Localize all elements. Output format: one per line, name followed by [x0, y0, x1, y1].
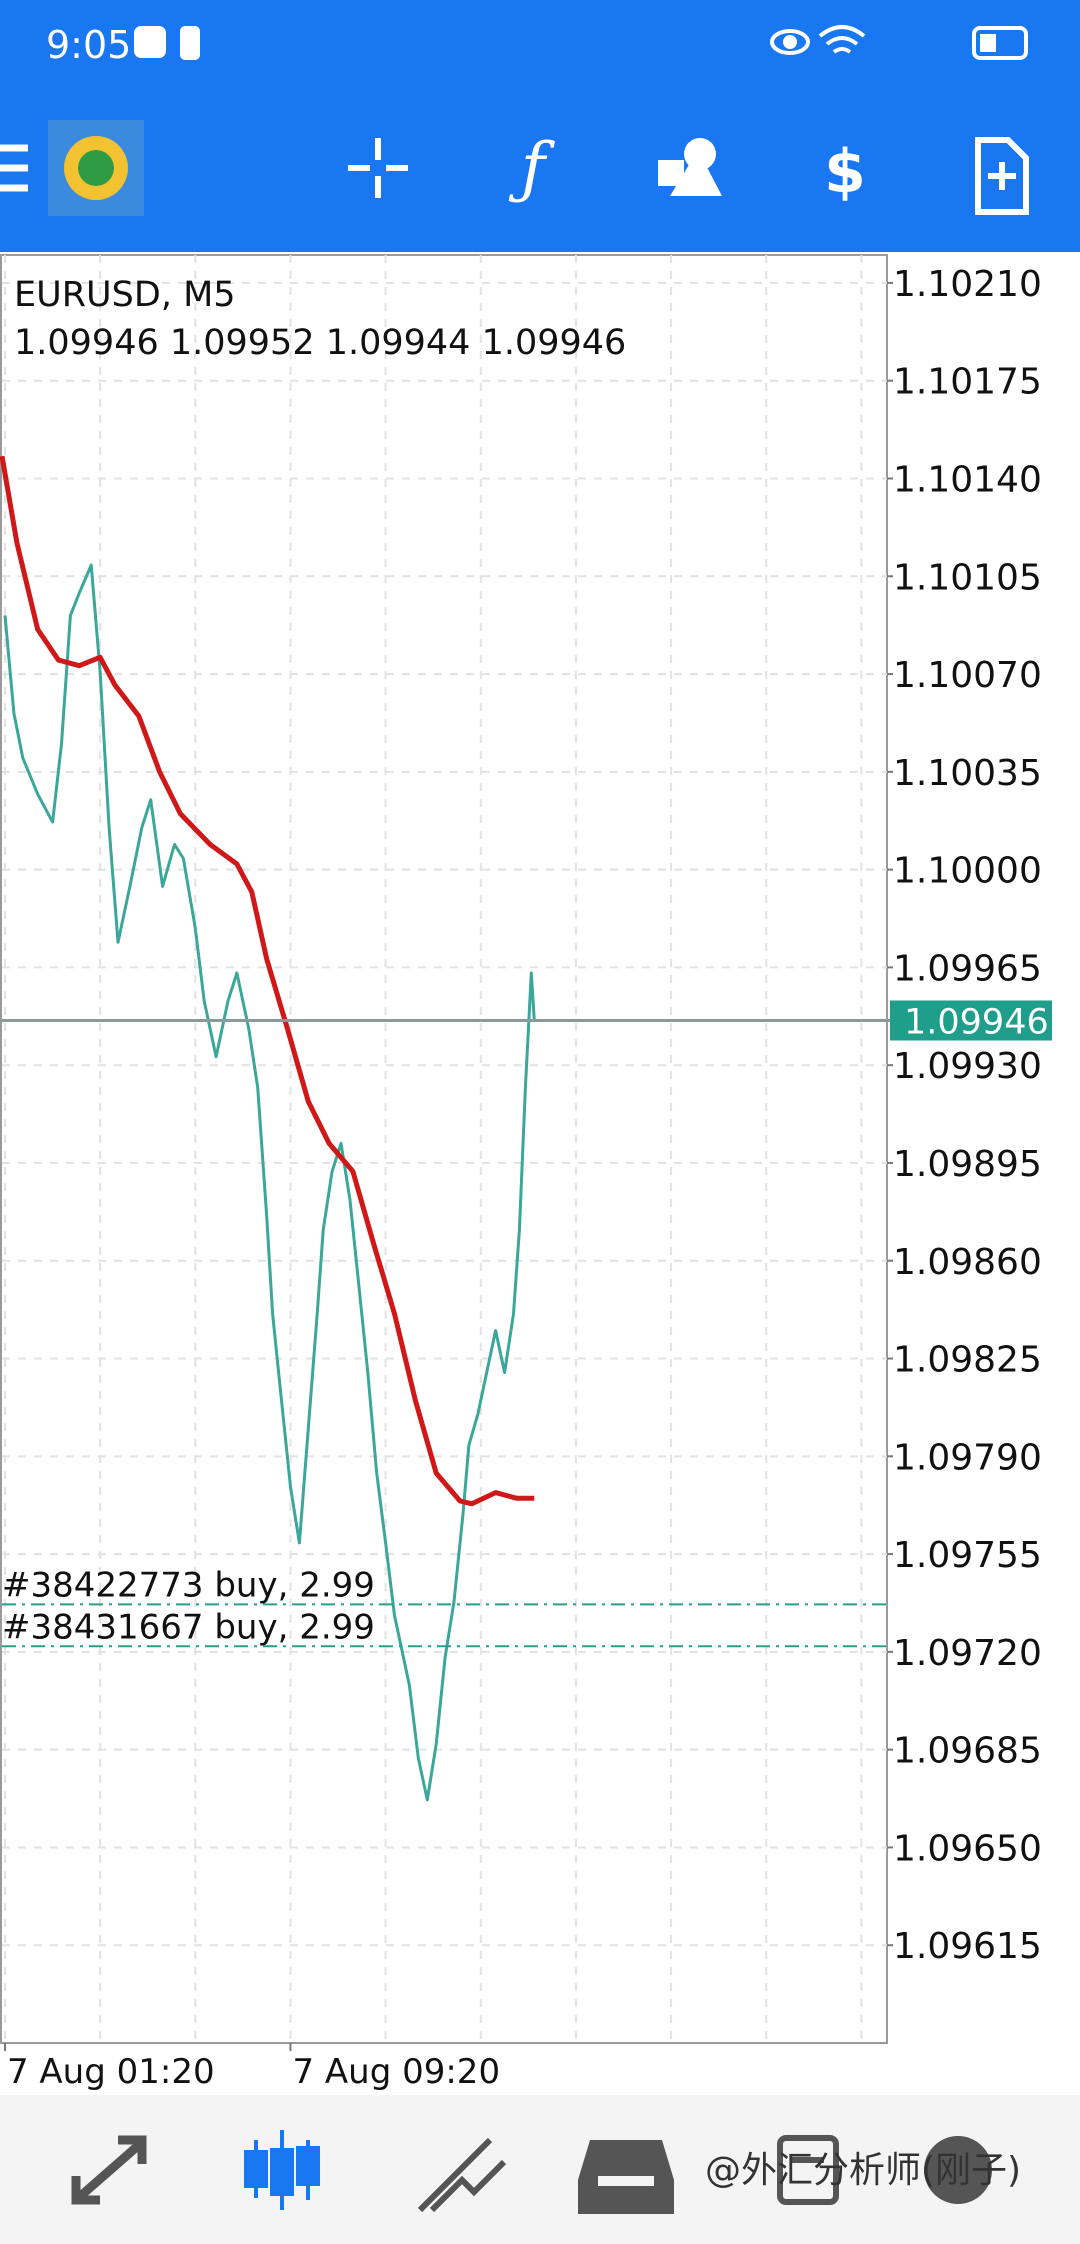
- symbol-title: EURUSD, M5: [14, 275, 236, 315]
- y-tick-label: 1.10070: [893, 655, 1042, 696]
- y-tick-label: 1.09930: [893, 1046, 1042, 1087]
- bid-box: [890, 1000, 1052, 1041]
- status-time: 9:05: [46, 23, 131, 67]
- menu-button[interactable]: [0, 144, 28, 192]
- price-line: [3, 563, 536, 1802]
- ohlc: 1.09946 1.09952 1.09944 1.09946: [14, 323, 626, 363]
- y-tick-label: 1.09860: [893, 1242, 1042, 1283]
- history-tab[interactable]: [578, 2140, 674, 2214]
- y-tick-label: 1.10035: [893, 753, 1042, 794]
- chart-tab[interactable]: [244, 2130, 320, 2210]
- crosshair-button[interactable]: [348, 138, 408, 198]
- series: #38422773 buy, 2.99#38431667 buy, 2.99: [0, 455, 1052, 1802]
- y-tick-label: 1.09825: [893, 1340, 1042, 1381]
- plot-frame: [0, 254, 888, 2044]
- y-tick-label: 1.09965: [893, 948, 1042, 989]
- y-tick-label: 1.09755: [893, 1535, 1042, 1576]
- y-tick-label: 1.09720: [893, 1633, 1042, 1674]
- trade-button[interactable]: $: [824, 137, 866, 207]
- status-icons: [134, 25, 1028, 60]
- y-tick-label: 1.09615: [893, 1926, 1042, 1967]
- quotes-tab[interactable]: [71, 2135, 147, 2205]
- objects-button[interactable]: [658, 138, 722, 196]
- app-logo[interactable]: [48, 120, 144, 216]
- axes: 1.10210 1.10175 1.10140 1.10105 1.10070 1.100…: [3, 264, 1052, 2092]
- y-tick-label: 1.09650: [893, 1828, 1042, 1869]
- y-tick-label: 1.10105: [893, 557, 1042, 598]
- y-tick-label: 1.10000: [893, 851, 1042, 892]
- bottom-nav: [0, 2095, 1080, 2244]
- y-tick-label: 1.09685: [893, 1731, 1042, 1772]
- y-tick-label: 1.09790: [893, 1437, 1042, 1478]
- y-tick-label: 1.09895: [893, 1144, 1042, 1185]
- x-tick-label: 7 Aug 09:20: [292, 2052, 500, 2092]
- y-tick-label: 1.10210: [893, 264, 1042, 305]
- trade-tab[interactable]: [417, 2137, 507, 2213]
- y-tick-label: 1.10140: [893, 460, 1042, 501]
- order-label: #38422773 buy, 2.99: [2, 1565, 375, 1605]
- watermark: @外汇分析师(刚子): [705, 2150, 1021, 2191]
- grid: [2, 255, 887, 2043]
- moving-average: [0, 455, 535, 1507]
- x-tick-label: 7 Aug 01:20: [7, 2052, 215, 2092]
- y-tick-label: 1.10175: [893, 362, 1042, 403]
- new-order-button[interactable]: [975, 137, 1029, 215]
- bid-label: 1.09946: [904, 1002, 1049, 1042]
- settings-tab[interactable]: [924, 2136, 992, 2204]
- order-label: #38431667 buy, 2.99: [2, 1607, 375, 1647]
- messages-tab[interactable]: [777, 2135, 839, 2205]
